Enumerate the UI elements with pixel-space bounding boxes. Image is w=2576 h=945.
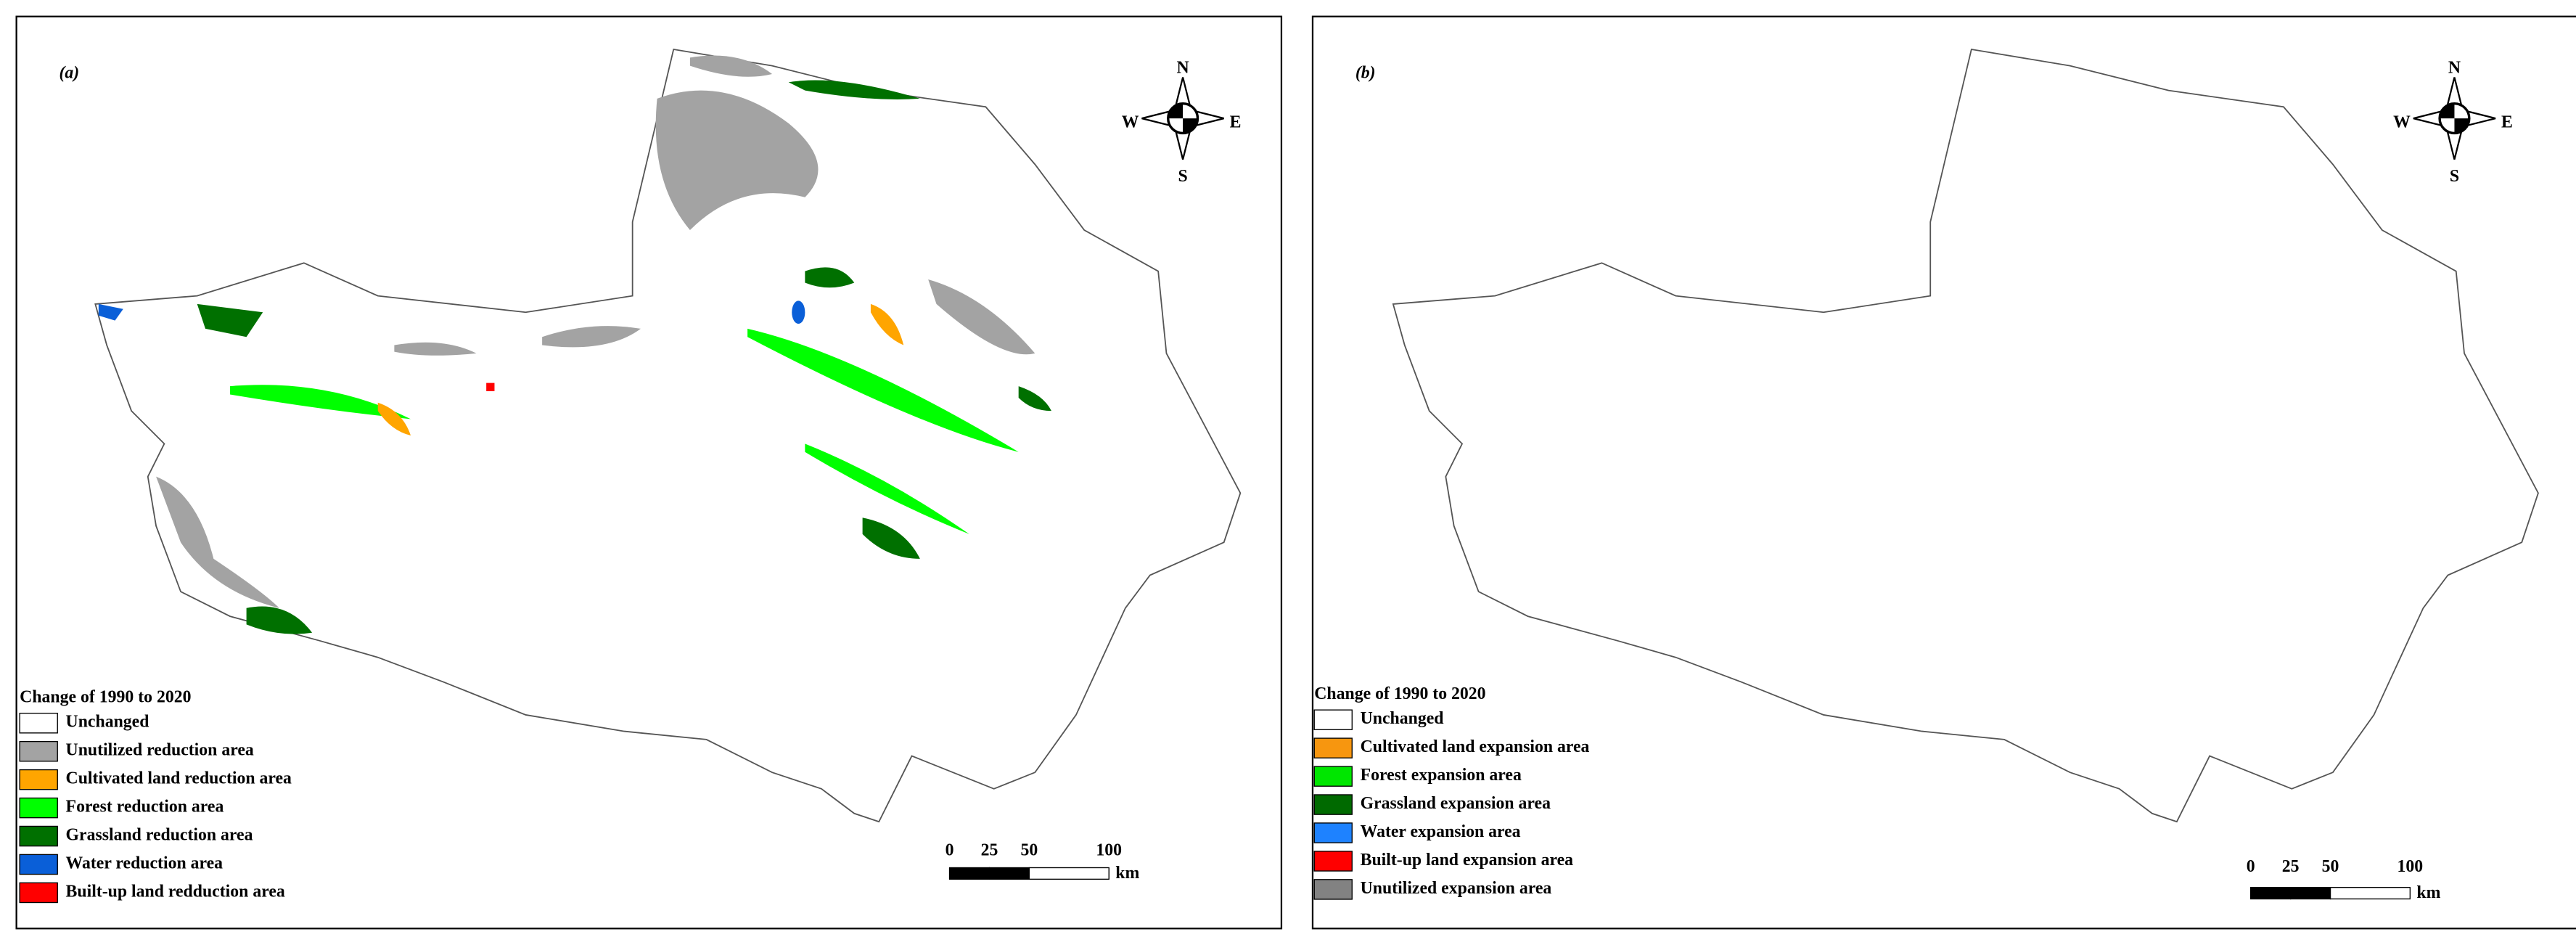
scale-segment [2329,886,2411,900]
change-patch [246,606,313,634]
compass-s: S [1178,167,1187,186]
panel-label: (a) [60,63,80,82]
legend-swatch [19,825,58,847]
legend-swatch [1313,794,1353,815]
change-patch [792,300,805,324]
legend-label: Unutilized reduction area [66,741,254,760]
legend-label: Unchanged [1361,709,1444,728]
legend-label: Water reduction area [66,854,223,872]
legend-swatch [19,769,58,790]
compass-n: N [1177,59,1189,78]
change-patch [655,90,819,231]
legend-label: Water expansion area [1361,822,1521,841]
legend-label: Forest reduction area [66,798,224,817]
compass-quadrant [2440,103,2469,134]
change-patch [747,328,1019,452]
compass-w: W [1122,112,1139,131]
legend-label: Cultivated land expansion area [1361,737,1590,756]
change-patch [156,476,279,608]
region-map [1392,48,2539,823]
legend-label: Forest expansion area [1361,766,1522,785]
change-patch [197,303,263,338]
legend-swatch [19,797,58,819]
compass-quadrant [1168,103,1198,134]
change-patch [98,303,123,321]
scale-segment [988,867,1030,880]
compass-n: N [2448,59,2461,78]
change-patch [377,402,411,436]
change-patch [542,326,641,348]
legend-swatch [1313,737,1353,758]
legend-label: Unutilized expansion area [1361,879,1552,898]
scale-unit: km [1115,864,1139,883]
scale-tick-label: 25 [2282,857,2300,876]
legend-label: Grassland expansion area [1361,794,1551,813]
compass-s: S [2450,167,2459,186]
scale-tick-label: 100 [2397,857,2424,876]
scale-tick-label: 0 [946,840,954,859]
change-patch [870,303,904,345]
scale-tick-label: 50 [1021,840,1038,859]
change-patch [788,80,920,99]
change-patch [862,518,920,559]
legend-swatch [1313,879,1353,900]
region-outline [1392,48,2539,823]
legend-title: Change of 1990 to 2020 [1314,684,1485,703]
panel-label: (b) [1355,63,1376,82]
legend-label: Grassland reduction area [66,825,253,844]
legend-swatch [19,882,58,904]
scale-segment [1028,867,1109,880]
compass-w: W [2393,112,2411,131]
scale-tick-label: 25 [981,840,998,859]
scale-segment [2289,886,2331,900]
legend-label: Built-up land redduction area [66,882,285,901]
legend-title: Change of 1990 to 2020 [20,688,191,707]
scale-tick-label: 0 [2247,857,2255,876]
scale-tick-label: 50 [2322,857,2339,876]
legend-swatch [19,854,58,875]
compass-e: E [2501,112,2513,131]
change-patch [486,382,495,391]
scale-segment [948,867,990,880]
legend-swatch [1313,709,1353,730]
change-patch [928,279,1035,355]
change-patch [805,267,855,288]
change-patch [229,385,411,420]
legend-swatch [19,713,58,734]
legend-swatch [1313,851,1353,872]
legend-swatch [19,740,58,762]
region-outline [94,48,1242,823]
change-patch [394,342,477,356]
change-patch [805,443,969,534]
compass-e: E [1230,112,1242,131]
scale-segment [2250,886,2292,900]
region-map [94,48,1242,823]
legend-swatch [1313,822,1353,843]
change-patch [689,55,773,77]
legend-label: Cultivated land reduction area [66,769,292,788]
legend-label: Built-up land expansion area [1361,851,1574,870]
change-patch [1018,386,1051,412]
scale-unit: km [2416,883,2440,902]
legend-label: Unchanged [66,713,149,732]
scale-tick-label: 100 [1096,840,1122,859]
legend-swatch [1313,766,1353,787]
